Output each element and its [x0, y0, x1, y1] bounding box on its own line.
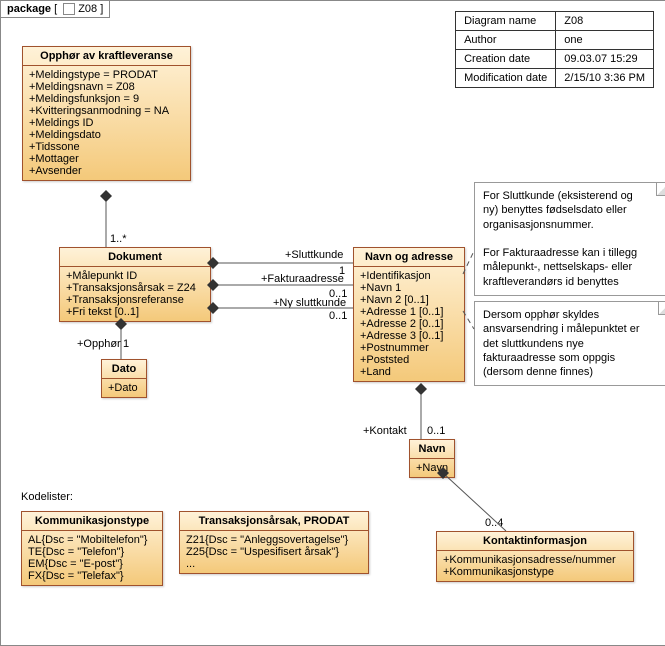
- class-attrs: +Identifikasjon+Navn 1+Navn 2 [0..1]+Adr…: [354, 267, 464, 381]
- note-line: organisasjonsnummer.: [483, 218, 661, 232]
- mult-1star: 1..*: [110, 233, 127, 245]
- attr: +Kommunikasjonsadresse/nummer: [443, 554, 627, 566]
- class-attrs: +Kommunikasjonsadresse/nummer+Kommunikas…: [437, 551, 633, 581]
- attr: +Kommunikasjonstype: [443, 566, 627, 578]
- attr: EM{Dsc = "E-post"}: [28, 558, 156, 570]
- attr: +Postnummer: [360, 342, 458, 354]
- meta-key: Diagram name: [456, 12, 556, 31]
- attr: +Adresse 3 [0..1]: [360, 330, 458, 342]
- attr: +Avsender: [29, 165, 184, 177]
- class-attrs: Z21{Dsc = "Anleggsovertagelse"}Z25{Dsc =…: [180, 531, 368, 573]
- class-title: Kontaktinformasjon: [437, 532, 633, 551]
- note-line: For Sluttkunde (eksisterend og: [483, 189, 661, 203]
- mult-04: 0..4: [485, 517, 503, 529]
- note-fold-icon: [656, 183, 665, 196]
- diagram-canvas: package [ Z08 ] Diagram nameZ08Authorone…: [0, 0, 665, 646]
- attr: +Fri tekst [0..1]: [66, 306, 204, 318]
- assoc-opphor: +Opphør: [77, 338, 121, 350]
- meta-val: one: [556, 31, 654, 50]
- class-opphor: Opphør av kraftleveranse+Meldingstype = …: [22, 46, 191, 181]
- class-title: Navn og adresse: [354, 248, 464, 267]
- mult-1b: 1: [123, 338, 129, 350]
- note-line: det sluttkundens nye: [483, 337, 663, 351]
- package-tab: package [ Z08 ]: [1, 1, 110, 18]
- class-title: Kommunikasjonstype: [22, 512, 162, 531]
- class-attrs: AL{Dsc = "Mobiltelefon"}TE{Dsc = "Telefo…: [22, 531, 162, 585]
- attr: +Navn: [416, 462, 448, 474]
- class-title: Dokument: [60, 248, 210, 267]
- attr: +Meldingsdato: [29, 129, 184, 141]
- attr: +Målepunkt ID: [66, 270, 204, 282]
- class-kontakt: Kontaktinformasjon+Kommunikasjonsadresse…: [436, 531, 634, 582]
- note-line: fakturaadresse som oppgis: [483, 351, 663, 365]
- attr: +Meldings ID: [29, 117, 184, 129]
- attr: +Land: [360, 366, 458, 378]
- class-navn: Navn +Navn: [409, 439, 455, 478]
- class-dato: Dato +Dato: [101, 359, 147, 398]
- attr: FX{Dsc = "Telefax"}: [28, 570, 156, 582]
- class-attrs: +Meldingstype = PRODAT+Meldingsnavn = Z0…: [23, 66, 190, 180]
- attr: +Transaksjonsreferanse: [66, 294, 204, 306]
- class-dokument: Dokument+Målepunkt ID+Transaksjonsårsak …: [59, 247, 211, 322]
- meta-key: Modification date: [456, 69, 556, 88]
- note-fold-icon: [658, 302, 665, 315]
- note-line: ansvarsendring i målepunktet er: [483, 322, 663, 336]
- note-line: (dersom denne finnes): [483, 365, 663, 379]
- mult-01c: 0..1: [427, 425, 445, 437]
- attr: ...: [186, 558, 362, 570]
- attr: +Adresse 2 [0..1]: [360, 318, 458, 330]
- note-n1: For Sluttkunde (eksisterend ogny) benytt…: [474, 182, 665, 296]
- class-attrs: +Målepunkt ID+Transaksjonsårsak = Z24+Tr…: [60, 267, 210, 321]
- attr: +Tidssone: [29, 141, 184, 153]
- metadata-table: Diagram nameZ08AuthoroneCreation date09.…: [455, 11, 654, 88]
- attr: +Transaksjonsårsak = Z24: [66, 282, 204, 294]
- attr: Z25{Dsc = "Uspesifisert årsak"}: [186, 546, 362, 558]
- note-line: målepunkt-, nettselskaps- eller: [483, 260, 661, 274]
- class-navnadr: Navn og adresse+Identifikasjon+Navn 1+Na…: [353, 247, 465, 382]
- attr: TE{Dsc = "Telefon"}: [28, 546, 156, 558]
- class-transarsak: Transaksjonsårsak, PRODATZ21{Dsc = "Anle…: [179, 511, 369, 574]
- note-line: For Fakturaadresse kan i tillegg: [483, 246, 661, 260]
- note-line: kraftleverandørs id benyttes: [483, 275, 661, 289]
- assoc-kontakt: +Kontakt: [363, 425, 407, 437]
- note-line: Dersom opphør skyldes: [483, 308, 663, 322]
- attr: +Adresse 1 [0..1]: [360, 306, 458, 318]
- note-n2: Dersom opphør skyldesansvarsendring i må…: [474, 301, 665, 386]
- package-name: Z08: [78, 3, 97, 15]
- attr: +Kvitteringsanmodning = NA: [29, 105, 184, 117]
- class-title: Opphør av kraftleveranse: [23, 47, 190, 66]
- mult-01b: 0..1: [329, 310, 347, 322]
- attr: +Meldingsnavn = Z08: [29, 81, 184, 93]
- assoc-sluttkunde: +Sluttkunde: [285, 249, 343, 261]
- class-title: Navn: [410, 440, 454, 459]
- assoc-nysluttkunde: +Ny sluttkunde: [273, 297, 346, 309]
- meta-key: Creation date: [456, 50, 556, 69]
- meta-key: Author: [456, 31, 556, 50]
- attr: AL{Dsc = "Mobiltelefon"}: [28, 534, 156, 546]
- class-komtype: KommunikasjonstypeAL{Dsc = "Mobiltelefon…: [21, 511, 163, 586]
- meta-val: Z08: [556, 12, 654, 31]
- meta-val: 09.03.07 15:29: [556, 50, 654, 69]
- attr: +Dato: [108, 382, 140, 394]
- class-title: Transaksjonsårsak, PRODAT: [180, 512, 368, 531]
- attr: +Identifikasjon: [360, 270, 458, 282]
- attr: +Meldingstype = PRODAT: [29, 69, 184, 81]
- note-line: [483, 232, 661, 246]
- package-keyword: package: [7, 3, 51, 15]
- attr: +Poststed: [360, 354, 458, 366]
- attr: +Meldingsfunksjon = 9: [29, 93, 184, 105]
- attr: Z21{Dsc = "Anleggsovertagelse"}: [186, 534, 362, 546]
- class-title: Dato: [102, 360, 146, 379]
- kodelister-label: Kodelister:: [21, 491, 73, 503]
- attr: +Mottager: [29, 153, 184, 165]
- class-attrs: +Dato: [102, 379, 146, 397]
- attr: +Navn 2 [0..1]: [360, 294, 458, 306]
- attr: +Navn 1: [360, 282, 458, 294]
- note-line: ny) benyttes fødselsdato eller: [483, 203, 661, 217]
- class-attrs: +Navn: [410, 459, 454, 477]
- meta-val: 2/15/10 3:36 PM: [556, 69, 654, 88]
- package-icon: [63, 3, 75, 15]
- assoc-faktura: +Fakturaadresse: [261, 273, 344, 285]
